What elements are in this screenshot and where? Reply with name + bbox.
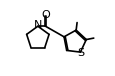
Text: S: S	[76, 48, 83, 58]
Text: N: N	[33, 20, 42, 30]
Text: O: O	[41, 10, 49, 20]
